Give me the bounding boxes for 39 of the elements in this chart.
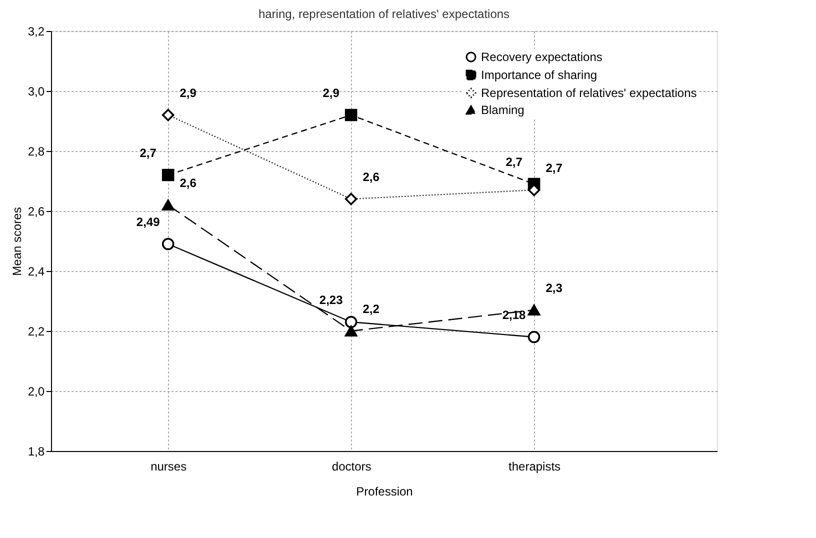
data-label: 2,7 <box>140 146 157 160</box>
point <box>528 330 540 344</box>
point <box>162 200 174 210</box>
y-tick-label: 2,0 <box>28 384 45 398</box>
legend-label: Recovery expectations <box>481 50 602 64</box>
legend-label: Representation of relatives' expectations <box>481 86 697 100</box>
point <box>162 168 174 182</box>
x-tick-label: therapists <box>508 460 561 474</box>
y-tick-label: 2,6 <box>28 204 45 218</box>
data-label: 2,23 <box>319 293 344 307</box>
point <box>344 316 358 328</box>
y-tick-label: 2,4 <box>28 264 45 278</box>
y-tick-label: 3,2 <box>28 24 45 38</box>
y-tick-label: 1,8 <box>28 444 45 458</box>
y-axis-title: Mean scores <box>10 207 24 276</box>
data-label: 2,3 <box>546 281 563 295</box>
data-label: 2,7 <box>546 161 563 175</box>
legend-label: Importance of sharing <box>481 68 598 82</box>
point <box>344 108 358 122</box>
y-tick-label: 2,8 <box>28 144 45 158</box>
chart-title: haring, representation of relatives' expectations <box>258 7 510 21</box>
point <box>344 326 358 336</box>
y-tick-label: 2,2 <box>28 324 45 338</box>
point <box>528 304 540 316</box>
legend-label: Blaming <box>481 103 524 117</box>
point <box>162 108 174 122</box>
data-label: 2,6 <box>362 170 380 184</box>
x-tick-label: nurses <box>150 460 187 474</box>
data-label: 2,7 <box>506 155 523 169</box>
point <box>344 192 358 206</box>
x-axis-title: Profession <box>356 484 413 498</box>
y-tick-label: 3,0 <box>28 84 45 98</box>
data-label: 2,9 <box>180 86 197 100</box>
data-label: 2,9 <box>322 86 340 100</box>
data-label: 2,49 <box>136 215 160 229</box>
data-label: 2,2 <box>362 302 380 316</box>
data-label: 2,6 <box>180 176 197 190</box>
x-tick-label: doctors <box>332 460 372 474</box>
point <box>162 238 174 250</box>
